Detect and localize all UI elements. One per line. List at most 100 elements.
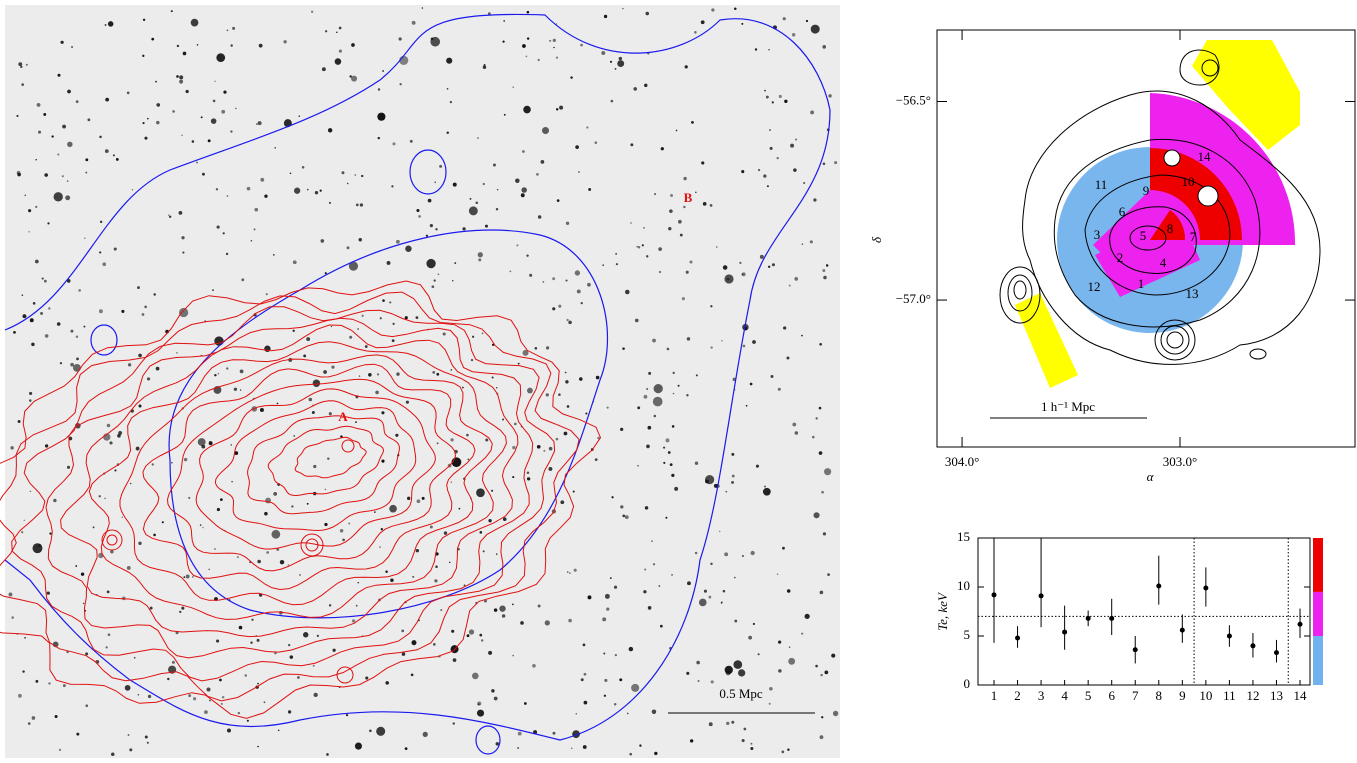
star <box>51 135 54 138</box>
star <box>781 750 785 754</box>
star <box>222 232 225 235</box>
star <box>246 719 249 722</box>
star <box>573 568 577 572</box>
star <box>492 163 496 167</box>
x-axis-label: α <box>1147 469 1155 484</box>
star <box>210 118 217 124</box>
star <box>634 318 639 323</box>
star <box>759 254 764 259</box>
star <box>604 593 610 599</box>
star <box>468 629 475 635</box>
star <box>436 442 439 445</box>
star <box>822 269 826 273</box>
star <box>583 700 588 705</box>
contour <box>1160 325 1190 355</box>
star <box>575 712 578 715</box>
star <box>298 115 301 117</box>
map-contours <box>999 49 1321 365</box>
star <box>801 243 804 245</box>
star <box>197 438 206 446</box>
star <box>738 669 746 677</box>
star <box>196 44 199 46</box>
contour <box>1007 274 1033 312</box>
star <box>834 161 838 165</box>
star <box>321 67 326 72</box>
star <box>437 273 440 276</box>
star <box>425 234 429 237</box>
star <box>250 239 253 242</box>
star <box>221 695 225 699</box>
star <box>98 495 101 498</box>
star <box>613 703 617 706</box>
star <box>264 194 268 198</box>
star <box>118 430 123 435</box>
star <box>379 546 381 549</box>
star <box>355 421 357 424</box>
star <box>710 680 714 684</box>
star <box>212 289 214 291</box>
star <box>769 686 773 691</box>
star <box>725 490 728 493</box>
star <box>463 584 466 587</box>
star <box>670 194 673 197</box>
star <box>794 277 799 281</box>
star <box>810 24 820 34</box>
star <box>677 384 680 387</box>
star <box>566 405 570 408</box>
star <box>327 457 330 460</box>
star <box>667 451 671 454</box>
star <box>85 171 88 174</box>
star <box>256 638 260 642</box>
star <box>828 94 832 98</box>
star <box>558 393 561 396</box>
star <box>214 548 216 550</box>
star <box>685 270 689 274</box>
star <box>750 746 754 751</box>
star <box>449 100 453 104</box>
y-tick-label: −57.0° <box>896 291 931 306</box>
contour <box>294 436 367 479</box>
data-point <box>991 592 997 598</box>
star <box>733 660 743 669</box>
star <box>230 44 233 47</box>
star <box>85 704 89 708</box>
star <box>313 464 317 469</box>
contour <box>341 439 355 453</box>
star <box>824 670 829 675</box>
star <box>641 244 644 247</box>
star <box>48 682 51 685</box>
star <box>250 641 253 644</box>
data-point <box>1179 627 1185 633</box>
star <box>741 739 745 743</box>
star <box>313 692 318 698</box>
star <box>391 185 394 188</box>
star <box>555 437 559 441</box>
star <box>87 118 91 122</box>
star <box>230 444 233 446</box>
star <box>422 731 428 737</box>
star <box>449 561 451 564</box>
star <box>435 565 438 568</box>
star <box>368 373 372 377</box>
star <box>537 215 542 219</box>
star <box>263 701 266 704</box>
star <box>232 26 236 30</box>
star <box>450 369 453 371</box>
star <box>78 289 81 292</box>
contour <box>142 363 476 591</box>
star <box>644 506 649 510</box>
star <box>818 406 822 410</box>
star <box>114 469 117 472</box>
contour <box>60 324 519 638</box>
star <box>346 246 350 250</box>
star <box>708 722 713 727</box>
star <box>349 335 353 339</box>
star <box>385 570 388 573</box>
star <box>694 461 699 465</box>
star <box>770 375 774 378</box>
star <box>358 238 362 242</box>
star <box>382 70 385 73</box>
star <box>208 699 211 702</box>
star <box>17 419 21 423</box>
star <box>44 444 49 448</box>
